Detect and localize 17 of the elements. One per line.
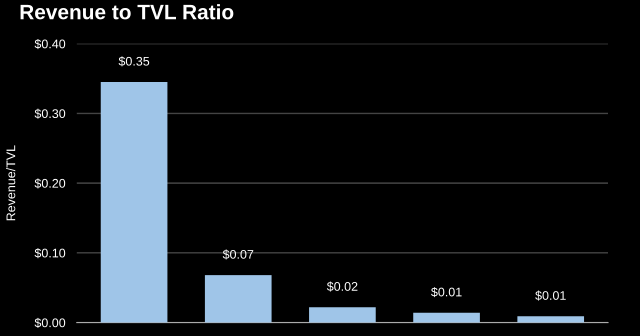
bar — [517, 316, 584, 323]
data-label: $0.35 — [118, 56, 150, 66]
y-axis-title: Revenue/TVL — [6, 145, 16, 220]
bar — [413, 312, 480, 323]
chart-title: Revenue to TVL Ratio — [20, 4, 234, 20]
y-tick-label: $0.40 — [34, 38, 66, 50]
bar — [100, 82, 168, 323]
data-label: $0.07 — [222, 249, 254, 260]
data-label: $0.01 — [431, 287, 462, 298]
bar — [309, 307, 376, 323]
y-tick-label: $0.00 — [34, 318, 66, 328]
bar — [204, 275, 272, 323]
data-label: $0.02 — [326, 281, 358, 292]
data-label: $0.01 — [535, 290, 566, 301]
y-tick-label: $0.10 — [34, 248, 66, 258]
y-tick-label: $0.30 — [34, 108, 66, 119]
y-tick-label: $0.20 — [34, 178, 66, 189]
